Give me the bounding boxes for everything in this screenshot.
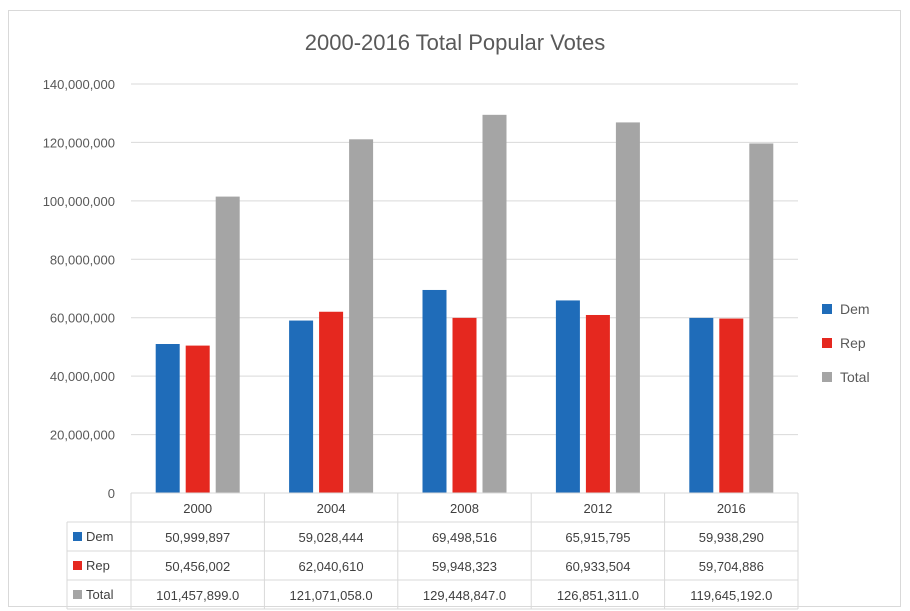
table-row-label-rep: Rep: [86, 558, 110, 573]
table-cell: 69,498,516: [432, 530, 497, 545]
bar-total: [349, 139, 374, 493]
table-cell: 119,645,192.0: [690, 588, 772, 603]
legend-label-rep: Rep: [840, 335, 866, 351]
table-cell: 121,071,058.0: [290, 588, 373, 603]
table-row-label-total: Total: [86, 587, 114, 602]
table-cell: 129,448,847.0: [423, 588, 506, 603]
table-cell: 62,040,610: [299, 559, 364, 574]
bar-rep: [319, 311, 344, 493]
table-cell: 59,704,886: [699, 559, 764, 574]
y-tick-label: 40,000,000: [50, 369, 115, 384]
category-label: 2000: [183, 501, 212, 516]
bar-total: [482, 114, 507, 494]
table-cell: 59,028,444: [299, 530, 364, 545]
bar-rep: [719, 318, 744, 493]
table-cell: 126,851,311.0: [557, 588, 639, 603]
legend-label-total: Total: [840, 369, 870, 385]
table-cell: 101,457,899.0: [156, 588, 239, 603]
legend-item-rep: Rep: [822, 326, 870, 360]
table-cell: 59,948,323: [432, 559, 497, 574]
chart-title: 2000-2016 Total Popular Votes: [304, 30, 606, 55]
y-tick-label: 120,000,000: [43, 135, 115, 150]
legend-label-dem: Dem: [840, 301, 870, 317]
table-cell: 50,456,002: [165, 559, 230, 574]
y-tick-label: 0: [108, 486, 115, 501]
bar-dem: [155, 344, 180, 493]
table-legend-key-rep: [73, 561, 82, 570]
table-cell: 59,938,290: [699, 530, 764, 545]
bar-rep: [585, 314, 610, 493]
y-tick-label: 100,000,000: [43, 194, 115, 209]
bar-rep: [185, 345, 210, 493]
bar-dem: [289, 320, 314, 493]
legend-swatch-total: [822, 372, 832, 382]
bar-total: [215, 196, 240, 493]
y-tick-label: 80,000,000: [50, 252, 115, 267]
y-tick-label: 20,000,000: [50, 428, 115, 443]
table-cell: 60,933,504: [565, 559, 630, 574]
table-row-label-dem: Dem: [86, 529, 113, 544]
category-label: 2016: [717, 501, 746, 516]
bar-total: [615, 122, 640, 493]
legend-item-total: Total: [822, 360, 870, 394]
category-label: 2012: [583, 501, 612, 516]
category-label: 2008: [450, 501, 479, 516]
table-legend-key-dem: [73, 532, 82, 541]
table-cell: 65,915,795: [565, 530, 630, 545]
bar-dem: [555, 300, 580, 493]
legend: Dem Rep Total: [822, 292, 870, 394]
category-label: 2004: [317, 501, 346, 516]
legend-item-dem: Dem: [822, 292, 870, 326]
y-tick-label: 60,000,000: [50, 311, 115, 326]
table-cell: 50,999,897: [165, 530, 230, 545]
bar-rep: [452, 317, 477, 493]
bar-dem: [689, 317, 714, 493]
y-tick-label: 140,000,000: [43, 77, 115, 92]
chart-frame: [8, 10, 901, 607]
legend-swatch-dem: [822, 304, 832, 314]
bar-dem: [422, 289, 447, 493]
legend-swatch-rep: [822, 338, 832, 348]
bar-total: [749, 143, 774, 493]
table-legend-key-total: [73, 590, 82, 599]
